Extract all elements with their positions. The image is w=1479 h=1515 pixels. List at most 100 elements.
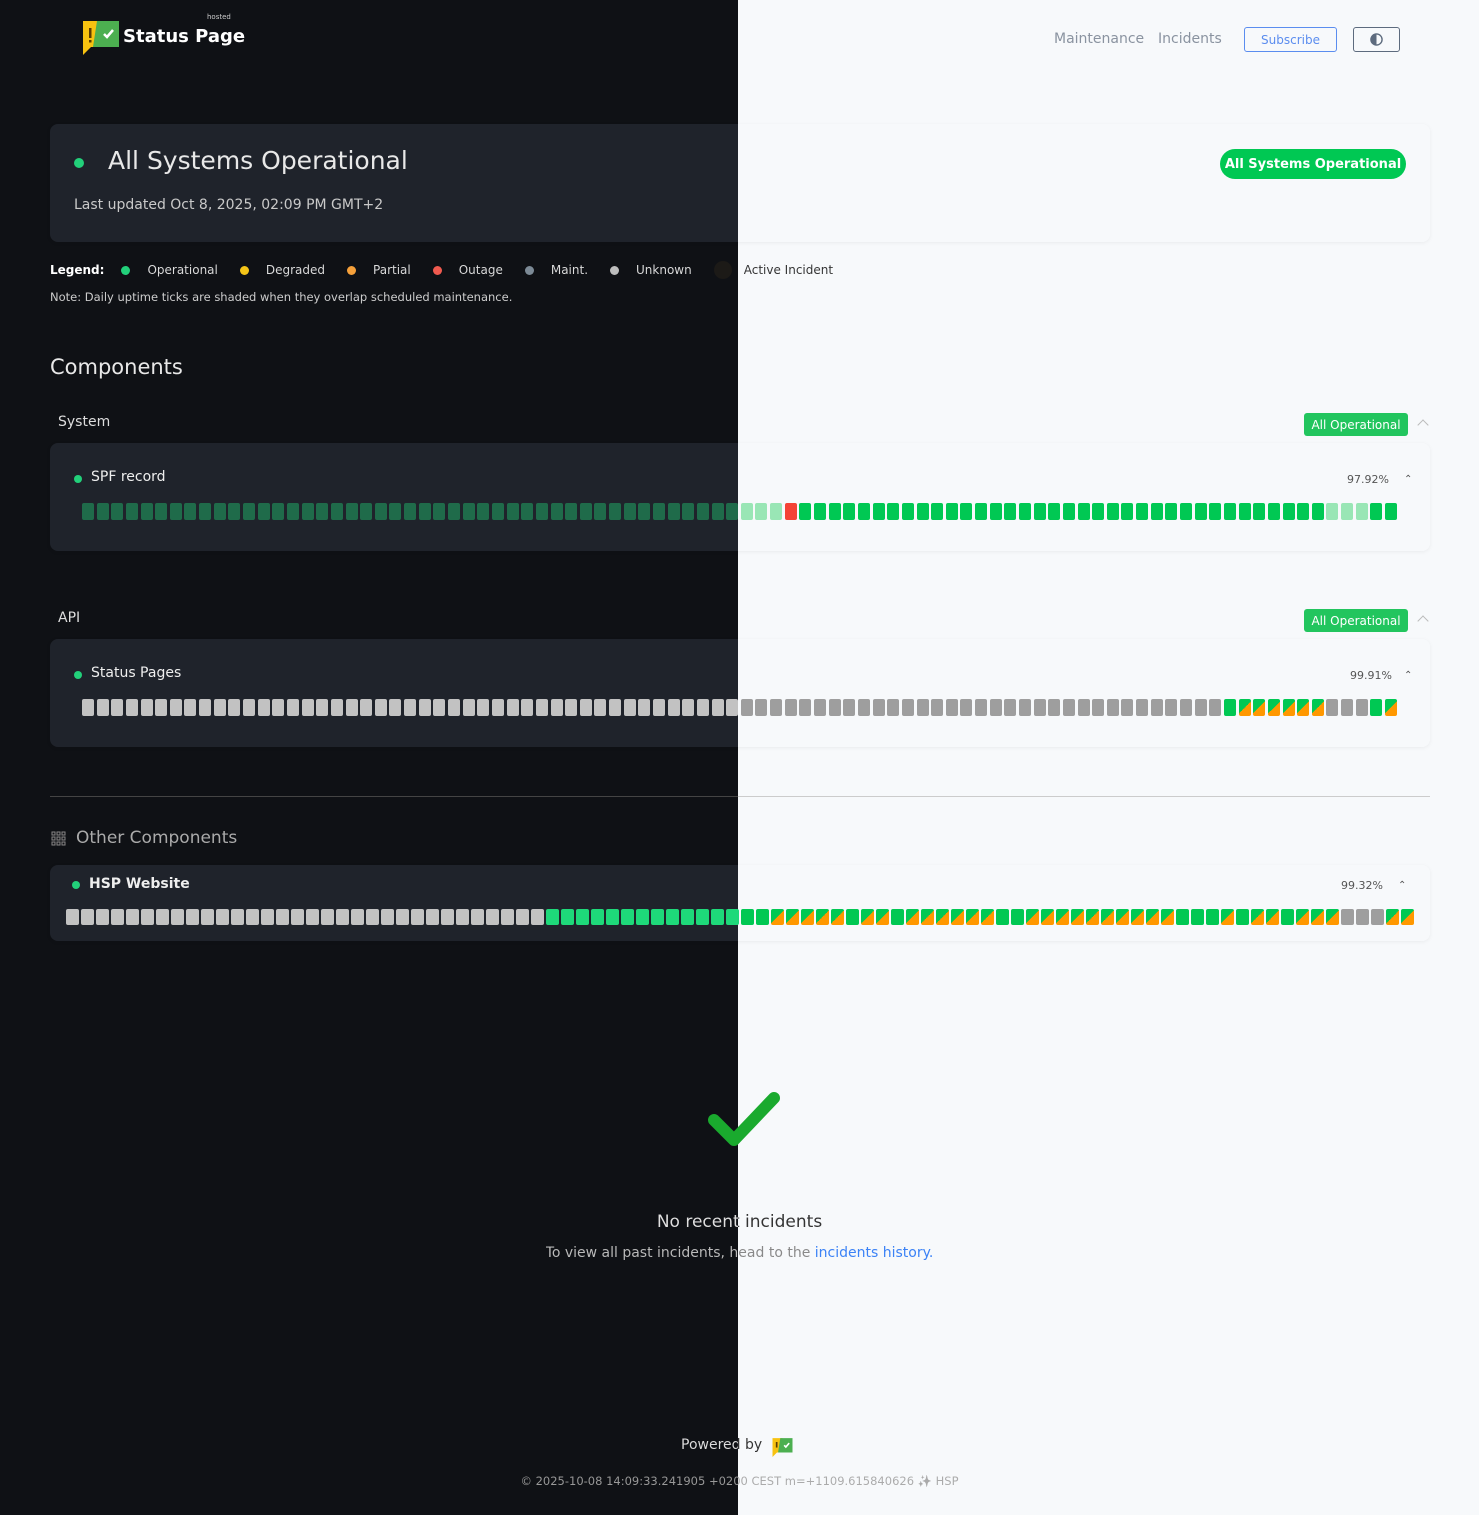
uptime-day-unknown[interactable] — [1165, 699, 1178, 716]
uptime-day-unknown[interactable] — [960, 699, 973, 716]
uptime-day-unknown[interactable] — [652, 699, 665, 716]
uptime-day-unknown[interactable] — [156, 909, 169, 925]
uptime-day-shaded[interactable] — [652, 503, 665, 520]
uptime-day-shaded[interactable] — [623, 503, 636, 520]
uptime-day-unknown[interactable] — [111, 909, 124, 925]
uptime-day-unknown[interactable] — [261, 909, 274, 925]
uptime-day-op[interactable] — [1121, 503, 1134, 520]
uptime-day-shaded[interactable] — [579, 503, 592, 520]
uptime-day-unknown[interactable] — [316, 699, 329, 716]
uptime-day-unknown[interactable] — [989, 699, 1002, 716]
uptime-day-unknown[interactable] — [171, 909, 184, 925]
uptime-day-unknown[interactable] — [1194, 699, 1207, 716]
uptime-day-unknown[interactable] — [740, 699, 753, 716]
uptime-day-shaded[interactable] — [667, 503, 680, 520]
uptime-day-op[interactable] — [1311, 503, 1324, 520]
uptime-day-shaded[interactable] — [477, 503, 490, 520]
uptime-day-op[interactable] — [799, 503, 812, 520]
uptime-day-op[interactable] — [1223, 699, 1236, 716]
uptime-day-unknown[interactable] — [426, 909, 439, 925]
uptime-day-unknown[interactable] — [814, 699, 827, 716]
uptime-day-partial[interactable] — [1266, 909, 1279, 925]
uptime-day-partial[interactable] — [1101, 909, 1114, 925]
uptime-day-partial[interactable] — [801, 909, 814, 925]
uptime-day-shaded[interactable] — [418, 503, 431, 520]
uptime-day-op[interactable] — [1048, 503, 1061, 520]
uptime-day-op[interactable] — [561, 909, 574, 925]
uptime-day-unknown[interactable] — [360, 699, 373, 716]
uptime-day-unknown[interactable] — [141, 909, 154, 925]
uptime-day-unknown[interactable] — [784, 699, 797, 716]
uptime-day-unknown[interactable] — [374, 699, 387, 716]
uptime-day-unknown[interactable] — [155, 699, 168, 716]
uptime-day-unknown[interactable] — [931, 699, 944, 716]
uptime-day-shaded[interactable] — [257, 503, 270, 520]
uptime-day-shaded[interactable] — [301, 503, 314, 520]
uptime-day-unknown[interactable] — [887, 699, 900, 716]
uptime-day-shaded[interactable] — [184, 503, 197, 520]
uptime-day-op[interactable] — [960, 503, 973, 520]
uptime-day-shaded[interactable] — [448, 503, 461, 520]
uptime-day-unknown[interactable] — [506, 699, 519, 716]
uptime-day-shaded[interactable] — [125, 503, 138, 520]
uptime-day-unknown[interactable] — [321, 909, 334, 925]
uptime-day-unknown[interactable] — [257, 699, 270, 716]
uptime-day-op[interactable] — [726, 909, 739, 925]
logo-icon[interactable] — [83, 19, 119, 55]
uptime-day-unknown[interactable] — [81, 909, 94, 925]
uptime-day-unknown[interactable] — [516, 909, 529, 925]
uptime-day-unknown[interactable] — [433, 699, 446, 716]
uptime-day-shaded[interactable] — [374, 503, 387, 520]
uptime-day-op[interactable] — [651, 909, 664, 925]
uptime-day-shaded[interactable] — [1341, 503, 1354, 520]
uptime-day-shaded[interactable] — [404, 503, 417, 520]
uptime-day-unknown[interactable] — [291, 909, 304, 925]
uptime-day-unknown[interactable] — [462, 699, 475, 716]
uptime-day-unknown[interactable] — [667, 699, 680, 716]
uptime-day-op[interactable] — [711, 909, 724, 925]
uptime-day-op[interactable] — [1209, 503, 1222, 520]
uptime-day-op[interactable] — [891, 909, 904, 925]
uptime-day-op[interactable] — [1206, 909, 1219, 925]
chevron-icon[interactable]: ⌃ — [1404, 474, 1413, 485]
uptime-day-op[interactable] — [1253, 503, 1266, 520]
uptime-day-op[interactable] — [1150, 503, 1163, 520]
uptime-day-op[interactable] — [621, 909, 634, 925]
uptime-day-partial[interactable] — [1267, 699, 1280, 716]
uptime-day-unknown[interactable] — [276, 909, 289, 925]
uptime-day-shaded[interactable] — [770, 503, 783, 520]
uptime-day-shaded[interactable] — [521, 503, 534, 520]
uptime-day-partial[interactable] — [1131, 909, 1144, 925]
uptime-day-unknown[interactable] — [521, 699, 534, 716]
chevron-icon[interactable]: ⌃ — [1398, 880, 1407, 891]
uptime-day-unknown[interactable] — [199, 699, 212, 716]
uptime-day-partial[interactable] — [1251, 909, 1264, 925]
uptime-day-partial[interactable] — [1296, 909, 1309, 925]
uptime-day-op[interactable] — [872, 503, 885, 520]
uptime-day-op[interactable] — [1019, 503, 1031, 520]
uptime-day-unknown[interactable] — [336, 909, 349, 925]
uptime-day-unknown[interactable] — [1355, 699, 1368, 716]
uptime-day-unknown[interactable] — [535, 699, 548, 716]
uptime-day-unknown[interactable] — [246, 909, 259, 925]
uptime-day-unknown[interactable] — [366, 909, 379, 925]
uptime-day-op[interactable] — [931, 503, 944, 520]
uptime-day-unknown[interactable] — [531, 909, 544, 925]
uptime-day-op[interactable] — [636, 909, 649, 925]
uptime-day-unknown[interactable] — [201, 909, 214, 925]
uptime-day-unknown[interactable] — [594, 699, 607, 716]
uptime-day-partial[interactable] — [1146, 909, 1159, 925]
uptime-day-partial[interactable] — [786, 909, 799, 925]
uptime-day-unknown[interactable] — [330, 699, 343, 716]
uptime-day-unknown[interactable] — [448, 699, 461, 716]
uptime-day-op[interactable] — [1136, 503, 1149, 520]
uptime-day-partial[interactable] — [861, 909, 874, 925]
uptime-day-shaded[interactable] — [696, 503, 709, 520]
uptime-day-partial[interactable] — [1282, 699, 1295, 716]
uptime-day-unknown[interactable] — [1180, 699, 1193, 716]
uptime-day-op[interactable] — [546, 909, 559, 925]
uptime-day-shaded[interactable] — [711, 503, 724, 520]
uptime-day-partial[interactable] — [1071, 909, 1084, 925]
uptime-day-unknown[interactable] — [1371, 909, 1384, 925]
uptime-day-op[interactable] — [1223, 503, 1236, 520]
